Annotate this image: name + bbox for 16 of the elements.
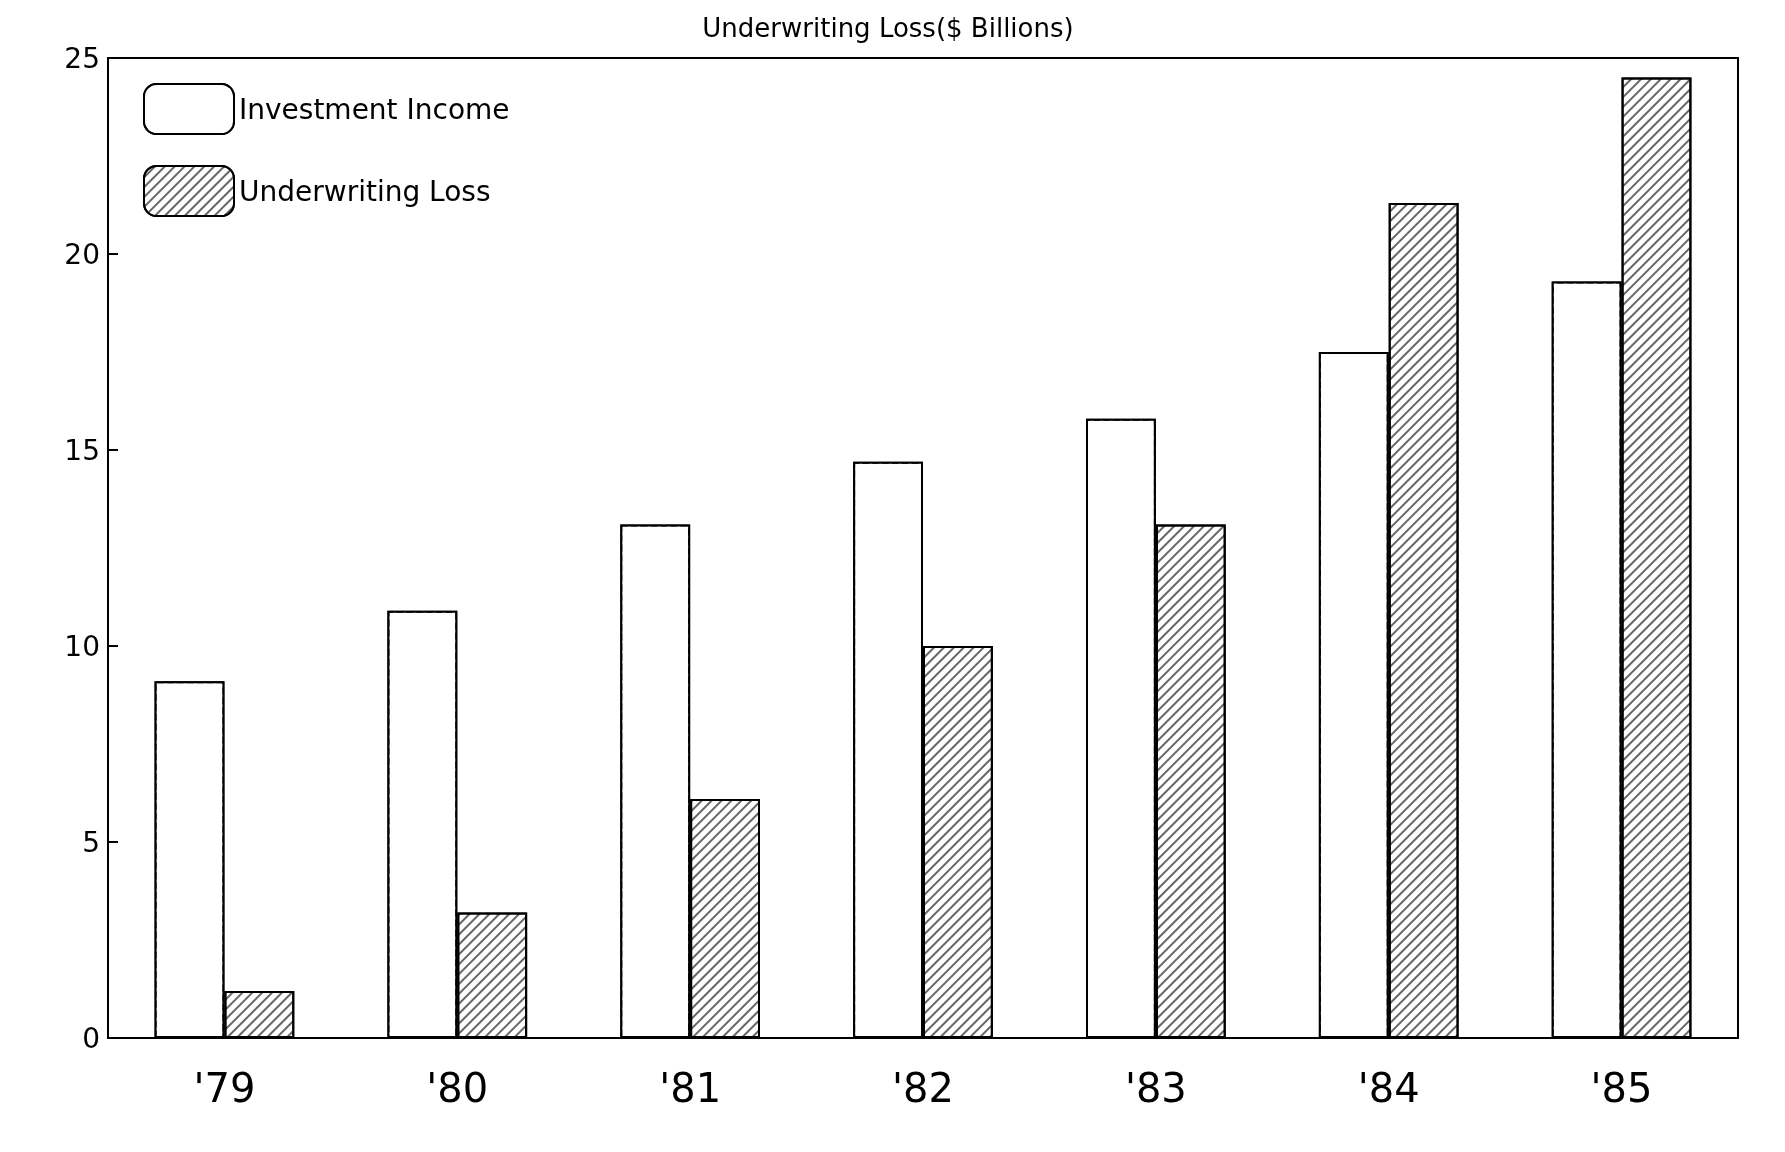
y-tick-label: 25 bbox=[64, 41, 100, 75]
x-tick-label: '83 bbox=[1124, 1065, 1187, 1111]
legend-label: Underwriting Loss bbox=[239, 174, 491, 208]
y-tick-label: 15 bbox=[64, 433, 100, 467]
x-tick-label: '79 bbox=[193, 1065, 256, 1111]
chart-title: Underwriting Loss($ Billions) bbox=[702, 13, 1074, 43]
x-tick-label: '80 bbox=[426, 1065, 489, 1111]
legend-label: Investment Income bbox=[239, 92, 510, 126]
y-tick-label: 5 bbox=[82, 825, 100, 859]
x-tick-label: '82 bbox=[892, 1065, 954, 1111]
y-tick-label: 10 bbox=[64, 629, 100, 663]
x-tick-label: '85 bbox=[1590, 1065, 1653, 1111]
x-tick-label: '81 bbox=[659, 1065, 722, 1111]
x-tick-label: '84 bbox=[1357, 1065, 1420, 1111]
y-tick-label: 0 bbox=[82, 1021, 100, 1055]
y-tick-label: 20 bbox=[64, 237, 100, 271]
